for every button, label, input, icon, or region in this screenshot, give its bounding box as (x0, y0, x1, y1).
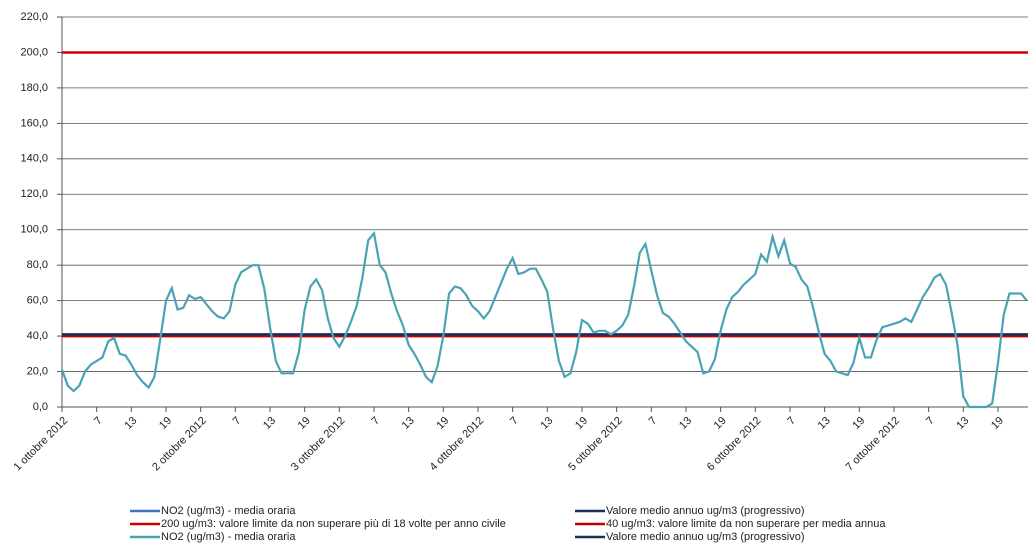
x-tick-label: 19 (296, 415, 313, 432)
y-tick-label: 100,0 (20, 224, 48, 236)
x-tick-label: 13 (677, 415, 694, 432)
y-tick-label: 160,0 (20, 117, 48, 129)
data-line (60, 230, 1028, 409)
legend-label: Valore medio annuo ug/m3 (progressivo) (606, 505, 805, 517)
y-tick-label: 80,0 (27, 259, 48, 271)
x-tick-label: 13 (954, 415, 971, 432)
x-tick-label: 19 (573, 415, 590, 432)
y-tick-label: 0,0 (33, 401, 48, 413)
y-tick-label: 140,0 (20, 153, 48, 165)
x-tick-label: 13 (400, 415, 417, 432)
x-tick-label: 7 (508, 415, 521, 428)
legend-label: 200 ug/m3: valore limite da non superare… (161, 518, 506, 530)
y-tick-label: 220,0 (20, 11, 48, 23)
x-tick-label: 7 (924, 415, 937, 428)
legend-label: 40 ug/m3: valore limite da non superare … (606, 518, 886, 530)
y-tick-label: 180,0 (20, 82, 48, 94)
x-tick-label: 7 (231, 415, 244, 428)
y-tick-label: 60,0 (27, 295, 48, 307)
y-tick-label: 200,0 (20, 46, 48, 58)
x-tick-label: 19 (989, 415, 1006, 432)
legend-label: NO2 (ug/m3) - media oraria (161, 505, 296, 517)
legend: NO2 (ug/m3) - media oraria Valore medio a… (130, 505, 886, 543)
x-tick-label: 19 (850, 415, 867, 432)
x-tick-label: 13 (122, 415, 139, 432)
x-tick-label: 1 ottobre 2012 (12, 415, 71, 474)
x-tick-label: 19 (712, 415, 729, 432)
x-tick-label: 13 (538, 415, 555, 432)
legend-label: Valore medio annuo ug/m3 (progressivo) (606, 531, 805, 543)
x-tick-label: 13 (816, 415, 833, 432)
x-tick-label: 7 (369, 415, 382, 428)
y-tick-label: 40,0 (27, 330, 48, 342)
x-tick-label: 19 (157, 415, 174, 432)
x-tick-label: 19 (434, 415, 451, 432)
x-tick-label: 7 (785, 415, 798, 428)
y-tick-label: 20,0 (27, 365, 48, 377)
x-tick-label: 13 (261, 415, 278, 432)
legend-label: NO2 (ug/m3) - media oraria (161, 531, 296, 543)
y-tick-label: 120,0 (20, 188, 48, 200)
x-tick-label: 7 (92, 415, 105, 428)
x-tick-label: 7 (647, 415, 660, 428)
